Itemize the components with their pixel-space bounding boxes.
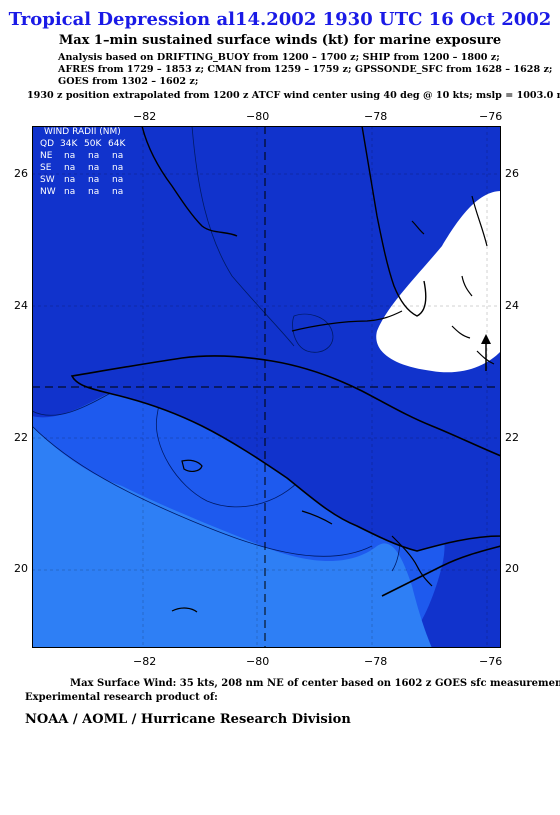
jamaica-coast (391, 535, 433, 587)
wind-radii-quadrant: NE (40, 151, 53, 161)
contour-line (292, 313, 334, 353)
wind-radii-value: na (112, 187, 123, 197)
wind-radii-value: na (64, 151, 75, 161)
florida-keys (291, 310, 403, 332)
page-subtitle: Max 1–min sustained surface winds (kt) f… (58, 33, 502, 48)
wind-map: WIND RADII (NM) QD 34K 50K 64K NE na na … (31, 125, 502, 648)
lat-tick-left: 20 (14, 562, 28, 575)
cuba-coast (70, 355, 502, 552)
lat-tick-right: 22 (505, 431, 519, 444)
lon-tick-top: −76 (479, 110, 503, 123)
credit-line: Experimental research product of: (25, 692, 218, 703)
lat-tick-left: 26 (14, 167, 28, 180)
lat-tick-right: 26 (505, 167, 519, 180)
lon-tick-top: −80 (246, 110, 270, 123)
contour-line (191, 125, 295, 347)
wind-radii-value: na (88, 187, 99, 197)
wind-radii-value: na (88, 151, 99, 161)
lat-tick-right: 20 (505, 562, 519, 575)
lon-tick-bottom: −76 (479, 655, 503, 668)
bahamas-islands (411, 195, 495, 365)
wind-radii-value: na (112, 151, 123, 161)
wind-radii-value: na (112, 163, 123, 173)
lat-tick-left: 22 (14, 431, 28, 444)
wind-radii-header: 64K (108, 139, 126, 149)
wind-radii-title: WIND RADII (NM) (44, 127, 121, 137)
page-title: Tropical Depression al14.2002 1930 UTC 1… (8, 9, 552, 30)
wind-radii-header: QD (40, 139, 54, 149)
lat-tick-right: 24 (505, 299, 519, 312)
map-frame (32, 126, 501, 648)
lon-tick-bottom: −78 (364, 655, 388, 668)
wind-radii-value: na (64, 175, 75, 185)
wind-map-svg: WIND RADII (NM) QD 34K 50K 64K NE na na … (31, 125, 502, 648)
wind-radii-value: na (88, 175, 99, 185)
contour-line (31, 425, 373, 557)
wind-radii-value: na (64, 163, 75, 173)
wind-radii-value: na (88, 163, 99, 173)
max-wind-note: Max Surface Wind: 35 kts, 208 nm NE of c… (70, 678, 560, 689)
max-wind-arrow (481, 334, 491, 371)
graticule (32, 126, 501, 648)
position-note: 1930 z position extrapolated from 1200 z… (27, 90, 560, 101)
lat-tick-left: 24 (14, 299, 28, 312)
analysis-line-2: AFRES from 1729 – 1853 z; CMAN from 1259… (58, 64, 553, 75)
high-wind-region (376, 191, 501, 373)
lon-tick-top: −78 (364, 110, 388, 123)
wind-radii-quadrant: NW (40, 187, 56, 197)
isla-juventud (181, 459, 203, 472)
lon-tick-bottom: −80 (246, 655, 270, 668)
lon-tick-top: −82 (133, 110, 157, 123)
wind-radii-value: na (112, 175, 123, 185)
analysis-line-1: Analysis based on DRIFTING_BUOY from 120… (58, 52, 500, 63)
hispaniola-coast (381, 545, 502, 597)
florida-coast (141, 125, 427, 317)
lon-tick-bottom: −82 (133, 655, 157, 668)
analysis-line-3: GOES from 1302 – 1602 z; (58, 76, 199, 87)
wind-radii-quadrant: SW (40, 175, 55, 185)
organization-name: NOAA / AOML / Hurricane Research Divisio… (25, 712, 351, 727)
small-islands (171, 510, 333, 613)
wind-radii-quadrant: SE (40, 163, 52, 173)
wind-radii-table: WIND RADII (NM) QD 34K 50K 64K NE na na … (40, 127, 126, 197)
wind-radii-value: na (64, 187, 75, 197)
wind-radii-header: 34K (60, 139, 78, 149)
wind-radii-header: 50K (84, 139, 102, 149)
